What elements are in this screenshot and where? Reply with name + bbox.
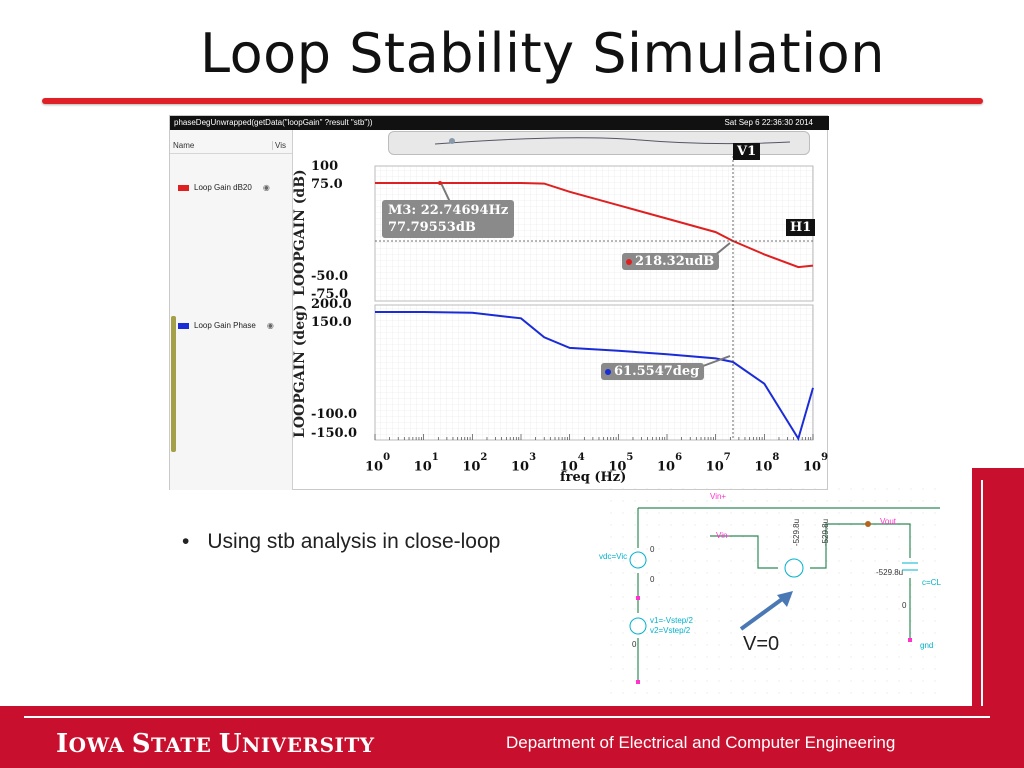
dc-annotation: -529.8u bbox=[792, 518, 802, 547]
v1-cursor-tag[interactable]: V1 bbox=[733, 143, 761, 160]
gain-ylabel: LOOPGAIN (dB) bbox=[292, 169, 308, 296]
legend-header-vis: Vis bbox=[272, 141, 286, 150]
gain-ytick: -50.0 bbox=[311, 269, 349, 284]
gain-ytick: -75.0 bbox=[311, 287, 349, 302]
zero-annotation: 0 bbox=[632, 640, 637, 649]
gain-series-line bbox=[375, 182, 814, 269]
legend-panel: Name Vis Loop Gain dB20 ◉ Loop Gain Phas… bbox=[170, 130, 293, 490]
v2-label: v2=Vstep/2 bbox=[650, 626, 691, 635]
gain-crossing-label[interactable]: 218.32udB bbox=[622, 253, 720, 270]
phase-ytick: -100.0 bbox=[311, 407, 358, 422]
eye-icon[interactable]: ◉ bbox=[262, 183, 270, 192]
phase-ytick: 200.0 bbox=[311, 297, 352, 312]
bullet-text: Using stb analysis in close-loop bbox=[207, 530, 501, 553]
x-tick-label: 103 bbox=[511, 452, 537, 475]
net-vin-minus: Vin- bbox=[716, 531, 731, 540]
right-accent-line bbox=[981, 480, 983, 720]
phase-margin-value: 61.5547deg bbox=[614, 364, 700, 379]
x-tick-label: 105 bbox=[608, 452, 634, 475]
legend-swatch-red bbox=[178, 184, 189, 191]
zero-annotation: 0 bbox=[650, 575, 655, 584]
x-tick-label: 106 bbox=[657, 452, 683, 475]
waveform-viewer: phaseDegUnwrapped(getData("loopGain" ?re… bbox=[169, 115, 829, 490]
zero-annotation: 0 bbox=[650, 545, 655, 554]
h1-cursor-tag[interactable]: H1 bbox=[786, 219, 816, 236]
title-rule bbox=[42, 98, 983, 104]
phase-series-line bbox=[375, 311, 814, 442]
plot-expression: phaseDegUnwrapped(getData("loopGain" ?re… bbox=[174, 118, 373, 127]
gain-ytick: 75.0 bbox=[311, 177, 343, 192]
phase-ytick: -150.0 bbox=[311, 426, 358, 441]
v0-annotation: V=0 bbox=[743, 633, 780, 655]
cap-label: c=CL bbox=[922, 578, 941, 587]
m3-marker-label[interactable]: M3: 22.74694Hz 77.79553dB bbox=[382, 200, 515, 238]
selection-bar bbox=[171, 316, 176, 452]
testbench-schematic bbox=[610, 488, 943, 698]
phase-ytick: 150.0 bbox=[311, 315, 352, 330]
gain-crossing-value: 218.32udB bbox=[635, 254, 715, 269]
m3-marker-freq: M3: 22.74694Hz bbox=[388, 203, 509, 218]
eye-icon[interactable]: ◉ bbox=[266, 321, 274, 330]
overview-thumb bbox=[449, 138, 455, 144]
legend-header: Name Vis bbox=[170, 139, 292, 154]
x-tick-label: 101 bbox=[413, 452, 439, 475]
legend-item-gain[interactable]: Loop Gain dB20 ◉ bbox=[178, 183, 270, 192]
bullet-item: • Using stb analysis in close-loop bbox=[182, 530, 500, 554]
gain-ytick: 100 bbox=[311, 159, 339, 174]
m3-marker-value: 77.79553dB bbox=[388, 220, 476, 235]
blue-dot-icon bbox=[605, 368, 611, 375]
net-vout: Vout bbox=[880, 517, 897, 526]
slide-title: Loop Stability Simulation bbox=[200, 22, 885, 85]
legend-item-label: Loop Gain dB20 bbox=[194, 183, 252, 192]
net-vin-plus: Vin+ bbox=[710, 492, 727, 501]
legend-header-name: Name bbox=[173, 141, 195, 150]
phase-plot-area bbox=[374, 304, 814, 441]
red-dot-icon bbox=[626, 258, 632, 265]
bullet-dot: • bbox=[182, 530, 190, 553]
plot-timestamp: Sat Sep 6 22:36:30 2014 bbox=[724, 118, 813, 127]
x-tick-marks bbox=[374, 434, 814, 440]
x-tick-label: 102 bbox=[462, 452, 488, 475]
v1-label: v1=-Vstep/2 bbox=[650, 616, 693, 625]
legend-item-phase[interactable]: Loop Gain Phase ◉ bbox=[178, 321, 274, 330]
x-tick-label: 104 bbox=[559, 452, 585, 475]
department-name: Department of Electrical and Computer En… bbox=[506, 733, 896, 752]
m3-marker-dot bbox=[438, 181, 442, 185]
zero-annotation: 0 bbox=[902, 601, 907, 610]
dc-annotation: -529.8u bbox=[876, 568, 904, 577]
vdc-label: vdc=Vic bbox=[599, 552, 628, 561]
gnd-label: gnd bbox=[920, 641, 934, 650]
footer-rule bbox=[24, 716, 990, 718]
x-tick-label: 108 bbox=[754, 452, 780, 475]
x-tick-label: 109 bbox=[803, 452, 829, 475]
m3-pointer bbox=[440, 182, 451, 203]
university-logo-text: IOWA STATE UNIVERSITY bbox=[56, 729, 375, 759]
arrow-icon bbox=[739, 591, 793, 631]
x-tick-label: 107 bbox=[705, 452, 731, 475]
x-tick-label: 100 bbox=[365, 452, 391, 475]
right-accent bbox=[972, 468, 1024, 708]
legend-swatch-blue bbox=[178, 322, 189, 329]
plot-canvas bbox=[374, 137, 814, 442]
phase-ylabel: LOOPGAIN (deg) bbox=[292, 304, 308, 438]
legend-item-label: Loop Gain Phase bbox=[194, 321, 256, 330]
x-axis-label: freq (Hz) bbox=[560, 470, 627, 485]
dc-annotation: -529.8u bbox=[821, 518, 831, 547]
plot-titlebar: phaseDegUnwrapped(getData("loopGain" ?re… bbox=[170, 116, 829, 130]
phase-margin-label[interactable]: 61.5547deg bbox=[601, 363, 705, 380]
